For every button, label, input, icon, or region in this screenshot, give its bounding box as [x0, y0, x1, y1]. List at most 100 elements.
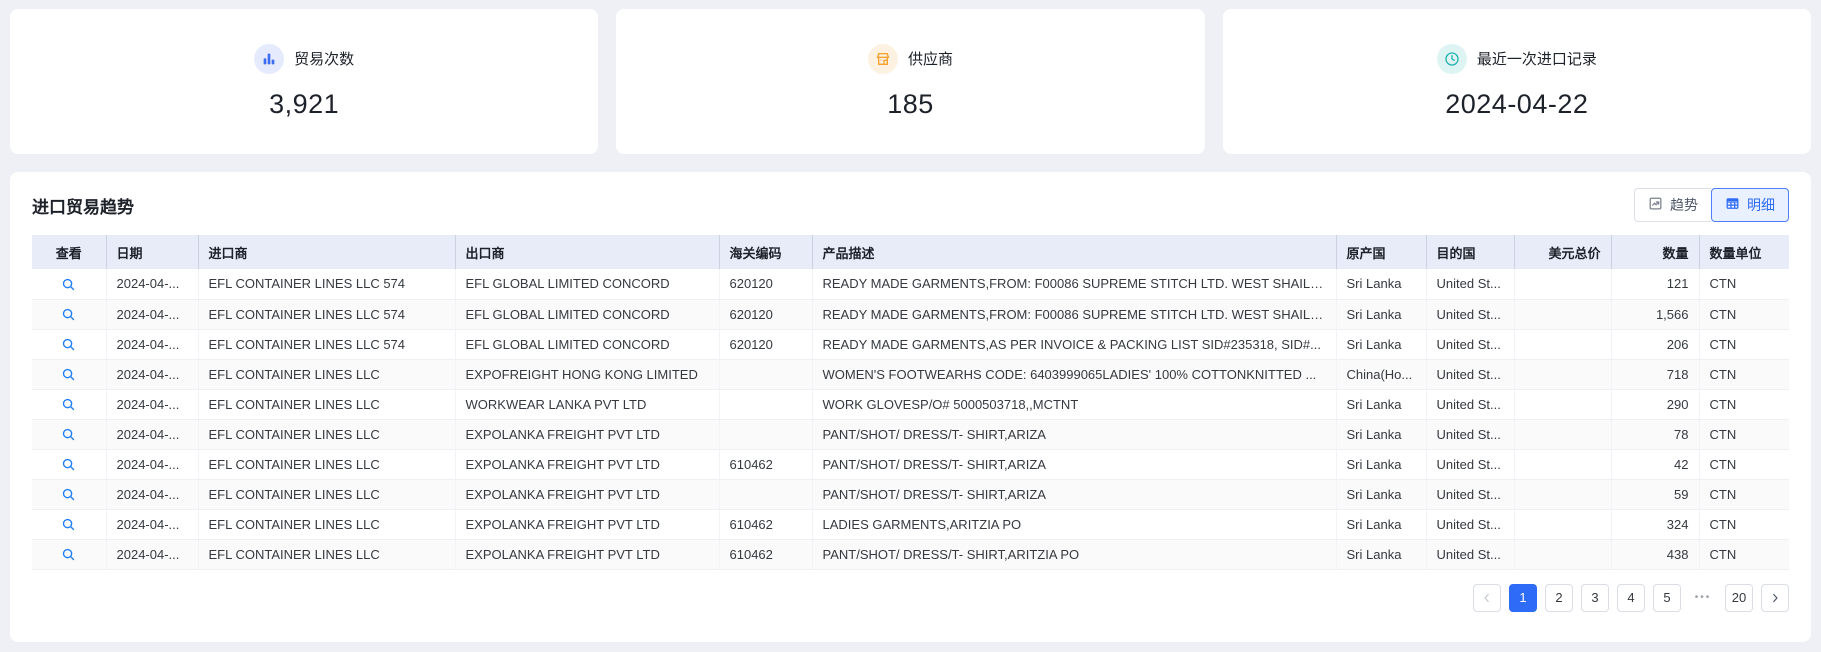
importer-cell: EFL CONTAINER LINES LLC: [198, 389, 456, 420]
page-button-4[interactable]: 4: [1617, 583, 1645, 612]
usd-total-cell: [1514, 539, 1612, 570]
destination-cell: United St...: [1426, 329, 1515, 360]
table-body: 2024-04-... EFL CONTAINER LINES LLC 574 EF…: [32, 269, 1789, 570]
destination-cell: United St...: [1426, 299, 1515, 330]
pagination: 1 2 3 4 5 ••• 20: [32, 583, 1789, 612]
hs-code-cell: [719, 479, 813, 510]
date-cell: 2024-04-...: [106, 299, 199, 330]
destination-cell: United St...: [1426, 449, 1515, 480]
exporter-cell: EXPOFREIGHT HONG KONG LIMITED: [455, 359, 720, 390]
description-cell: READY MADE GARMENTS,FROM: F00086 SUPREME…: [812, 299, 1337, 330]
unit-cell: CTN: [1699, 539, 1789, 570]
view-cell: [32, 269, 107, 300]
column-header: 产品描述: [812, 235, 1337, 269]
search-icon[interactable]: [61, 487, 76, 502]
usd-total-cell: [1514, 509, 1612, 540]
search-icon[interactable]: [61, 277, 76, 292]
quantity-cell: 438: [1611, 539, 1700, 570]
search-icon[interactable]: [61, 427, 76, 442]
search-icon[interactable]: [61, 367, 76, 382]
column-header: 出口商: [455, 235, 720, 269]
clock-icon: [1436, 43, 1467, 74]
importer-cell: EFL CONTAINER LINES LLC: [198, 419, 456, 450]
date-cell: 2024-04-...: [106, 269, 199, 300]
page-button-5[interactable]: 5: [1653, 583, 1681, 612]
column-header: 海关编码: [719, 235, 813, 269]
column-header: 原产国: [1336, 235, 1427, 269]
unit-cell: CTN: [1699, 449, 1789, 480]
origin-cell: Sri Lanka: [1336, 539, 1427, 570]
column-header: 查看: [32, 235, 107, 269]
search-icon[interactable]: [61, 457, 76, 472]
card-value: 3,921: [269, 88, 340, 119]
usd-total-cell: [1514, 359, 1612, 390]
origin-cell: Sri Lanka: [1336, 419, 1427, 450]
description-cell: LADIES GARMENTS,ARITZIA PO: [812, 509, 1337, 540]
origin-cell: Sri Lanka: [1336, 389, 1427, 420]
exporter-cell: EXPOLANKA FREIGHT PVT LTD: [455, 419, 720, 450]
importer-cell: EFL CONTAINER LINES LLC 574: [198, 329, 456, 360]
exporter-cell: EFL GLOBAL LIMITED CONCORD: [455, 269, 720, 300]
quantity-cell: 42: [1611, 449, 1700, 480]
table-row: 2024-04-... EFL CONTAINER LINES LLC 574 EF…: [32, 299, 1789, 330]
importer-cell: EFL CONTAINER LINES LLC: [198, 509, 456, 540]
view-cell: [32, 539, 107, 570]
next-page-button[interactable]: [1761, 583, 1789, 612]
unit-cell: CTN: [1699, 389, 1789, 420]
origin-cell: Sri Lanka: [1336, 299, 1427, 330]
table-row: 2024-04-... EFL CONTAINER LINES LLC EXPOLA…: [32, 479, 1789, 510]
exporter-cell: EXPOLANKA FREIGHT PVT LTD: [455, 449, 720, 480]
date-cell: 2024-04-...: [106, 419, 199, 450]
importer-cell: EFL CONTAINER LINES LLC: [198, 449, 456, 480]
page-button-1[interactable]: 1: [1509, 583, 1537, 612]
importer-cell: EFL CONTAINER LINES LLC: [198, 539, 456, 570]
table-row: 2024-04-... EFL CONTAINER LINES LLC 574 EF…: [32, 329, 1789, 360]
trend-view-button[interactable]: 趋势: [1634, 188, 1711, 222]
search-icon[interactable]: [61, 397, 76, 412]
detail-view-button[interactable]: 明细: [1711, 188, 1789, 222]
usd-total-cell: [1514, 299, 1612, 330]
hs-code-cell: 620120: [719, 299, 813, 330]
hs-code-cell: 610462: [719, 509, 813, 540]
date-cell: 2024-04-...: [106, 389, 199, 420]
origin-cell: Sri Lanka: [1336, 269, 1427, 300]
view-cell: [32, 509, 107, 540]
date-cell: 2024-04-...: [106, 479, 199, 510]
description-cell: WOMEN'S FOOTWEARHS CODE: 6403999065LADIE…: [812, 359, 1337, 390]
date-cell: 2024-04-...: [106, 539, 199, 570]
stat-cards: 贸易次数 3,921 供应商 185: [10, 9, 1811, 154]
destination-cell: United St...: [1426, 389, 1515, 420]
date-cell: 2024-04-...: [106, 509, 199, 540]
page-ellipsis[interactable]: •••: [1689, 584, 1717, 612]
trend-chart-icon: [1648, 196, 1663, 214]
quantity-cell: 324: [1611, 509, 1700, 540]
search-icon[interactable]: [61, 517, 76, 532]
quantity-cell: 290: [1611, 389, 1700, 420]
panel-header: 进口贸易趋势 趋势: [32, 188, 1789, 222]
page-button-20[interactable]: 20: [1725, 583, 1753, 612]
search-icon[interactable]: [61, 547, 76, 562]
page-button-3[interactable]: 3: [1581, 583, 1609, 612]
description-cell: PANT/SHOT/ DRESS/T- SHIRT,ARIZA: [812, 419, 1337, 450]
page-button-2[interactable]: 2: [1545, 583, 1573, 612]
stat-card-trade-count: 贸易次数 3,921: [10, 9, 599, 154]
card-label: 供应商: [907, 51, 953, 68]
importer-cell: EFL CONTAINER LINES LLC 574: [198, 269, 456, 300]
hs-code-cell: 620120: [719, 269, 813, 300]
importer-cell: EFL CONTAINER LINES LLC: [198, 359, 456, 390]
prev-page-button: [1473, 583, 1501, 612]
unit-cell: CTN: [1699, 269, 1789, 300]
date-cell: 2024-04-...: [106, 449, 199, 480]
usd-total-cell: [1514, 329, 1612, 360]
description-cell: READY MADE GARMENTS,FROM: F00086 SUPREME…: [812, 269, 1337, 300]
hs-code-cell: 610462: [719, 449, 813, 480]
unit-cell: CTN: [1699, 329, 1789, 360]
card-label: 贸易次数: [294, 51, 355, 68]
exporter-cell: EFL GLOBAL LIMITED CONCORD: [455, 299, 720, 330]
card-header: 供应商: [867, 43, 953, 74]
column-header: 数量: [1611, 235, 1700, 269]
search-icon[interactable]: [61, 337, 76, 352]
storefront-icon: [867, 43, 898, 74]
search-icon[interactable]: [61, 307, 76, 322]
table-row: 2024-04-... EFL CONTAINER LINES LLC EXPOLA…: [32, 539, 1789, 570]
